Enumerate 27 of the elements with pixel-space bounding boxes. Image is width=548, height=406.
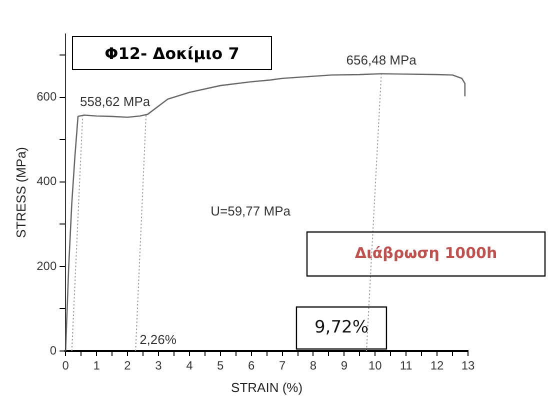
- annotation: 9,72%: [314, 317, 368, 338]
- x-tick-label: 5: [217, 358, 224, 373]
- y-tick-label: 400: [36, 174, 57, 188]
- annotation: 656,48 MPa: [346, 52, 418, 68]
- x-tick-label: 3: [155, 358, 162, 373]
- x-tick-label: 7: [278, 358, 286, 373]
- y-axis-title: STRESS (MPa): [13, 146, 28, 238]
- x-tick-label: 12: [430, 358, 444, 373]
- annotation: Διάβρωση 1000h: [354, 244, 498, 262]
- x-tick-label: 8: [310, 358, 317, 373]
- x-tick-label: 10: [368, 358, 382, 373]
- x-tick-label: 1: [93, 358, 100, 373]
- x-tick-label: 9: [340, 358, 348, 373]
- annotation: U=59,77 MPa: [210, 204, 292, 219]
- y-tick-label: 600: [36, 90, 57, 104]
- annotation: 558,62 MPa: [80, 94, 151, 109]
- x-tick-label: 4: [186, 358, 194, 373]
- x-tick-label: 2: [124, 358, 132, 373]
- text: Φ12- Δοκίμιο 7: [72, 36, 272, 70]
- y-tick-label: 200: [36, 258, 57, 273]
- annotation: 2,26%: [140, 332, 177, 348]
- x-tick-label: 0: [62, 358, 70, 373]
- y-tick-label: 0: [50, 343, 57, 358]
- x-tick-label: 11: [400, 358, 413, 373]
- x-axis-title: STRAIN (%): [231, 380, 303, 395]
- x-tick-label: 13: [461, 358, 475, 373]
- x-tick-label: 6: [248, 358, 255, 373]
